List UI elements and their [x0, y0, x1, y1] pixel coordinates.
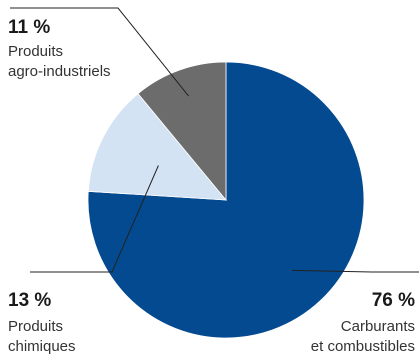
pie-slice-chimiques	[87, 93, 227, 201]
pct-label-chimiques: 13 %	[8, 290, 51, 311]
slice-label-agro-line2: agro-industriels	[8, 63, 111, 80]
slice-label-agro-line1: Produits	[8, 43, 63, 60]
leader-line-carburants	[292, 269, 419, 273]
slice-label-chimiques-line1: Produits	[8, 318, 63, 335]
pie-slice-carburants	[87, 61, 365, 339]
pie-slice-agro	[137, 61, 227, 202]
leader-line-agro	[10, 7, 189, 97]
slice-label-carburants-line1: Carburants	[341, 318, 415, 335]
leader-lines	[10, 7, 419, 273]
slice-label-chimiques-line2: chimiques	[8, 338, 76, 355]
slice-label-carburants-line2: et combustibles	[311, 338, 415, 355]
pct-label-agro: 11 %	[8, 17, 50, 38]
pie-slices	[87, 61, 365, 339]
pct-label-carburants: 76 %	[372, 290, 415, 311]
leader-line-chimiques	[30, 165, 159, 273]
